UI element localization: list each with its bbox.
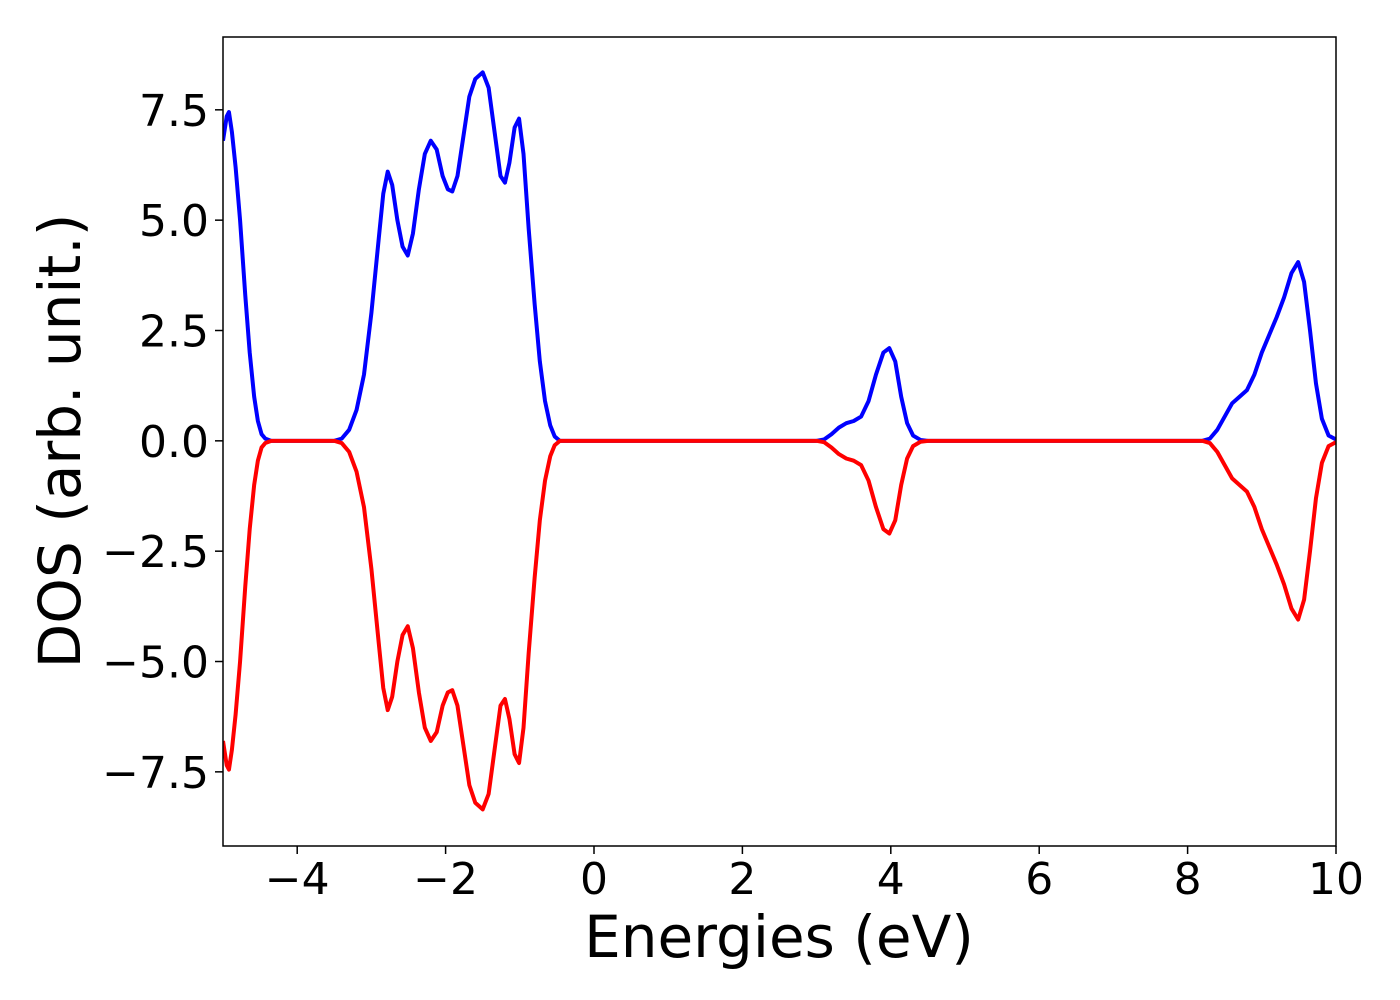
x-axis-label: Energies (eV): [584, 903, 974, 971]
y-tick-label: −2.5: [102, 527, 209, 578]
x-tick-label: 6: [1025, 854, 1053, 905]
y-tick-label: 7.5: [139, 86, 209, 137]
y-tick-label: −7.5: [102, 748, 209, 799]
x-tick-label: 10: [1308, 854, 1364, 905]
x-tick-label: 2: [728, 854, 756, 905]
x-tick-label: 8: [1174, 854, 1202, 905]
dos-line: [223, 70, 1336, 443]
x-tick-label: 4: [877, 854, 905, 905]
dos-line: [223, 438, 1336, 812]
y-tick-label: −5.0: [102, 638, 209, 689]
y-tick-label: 0.0: [139, 417, 209, 468]
x-tick-label: −2: [413, 854, 478, 905]
y-axis-label: DOS (arb. unit.): [26, 214, 94, 669]
y-tick-label: 5.0: [139, 196, 209, 247]
x-tick-label: −4: [265, 854, 330, 905]
y-tick-label: 2.5: [139, 306, 209, 357]
plot-frame: [222, 36, 1337, 847]
x-tick-label: 0: [580, 854, 608, 905]
